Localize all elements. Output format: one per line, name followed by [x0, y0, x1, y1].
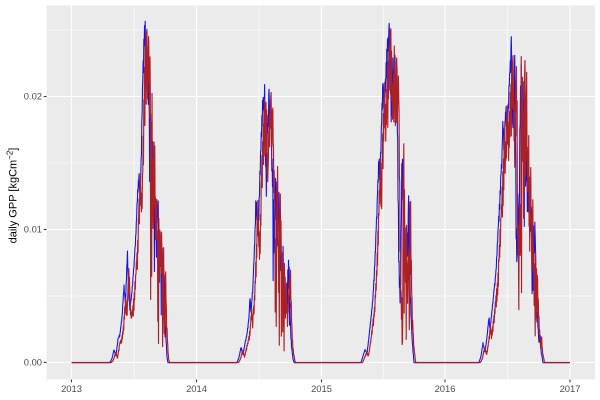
svg-text:0.00: 0.00: [24, 357, 42, 368]
svg-text:2017: 2017: [560, 383, 581, 394]
svg-text:daily GPP [kgCm−2]: daily GPP [kgCm−2]: [6, 148, 20, 244]
svg-text:2016: 2016: [435, 383, 456, 394]
svg-text:2013: 2013: [61, 383, 82, 394]
svg-text:0.01: 0.01: [24, 224, 42, 235]
svg-text:0.02: 0.02: [24, 91, 42, 102]
svg-text:2015: 2015: [311, 383, 332, 394]
svg-text:2014: 2014: [186, 383, 207, 394]
